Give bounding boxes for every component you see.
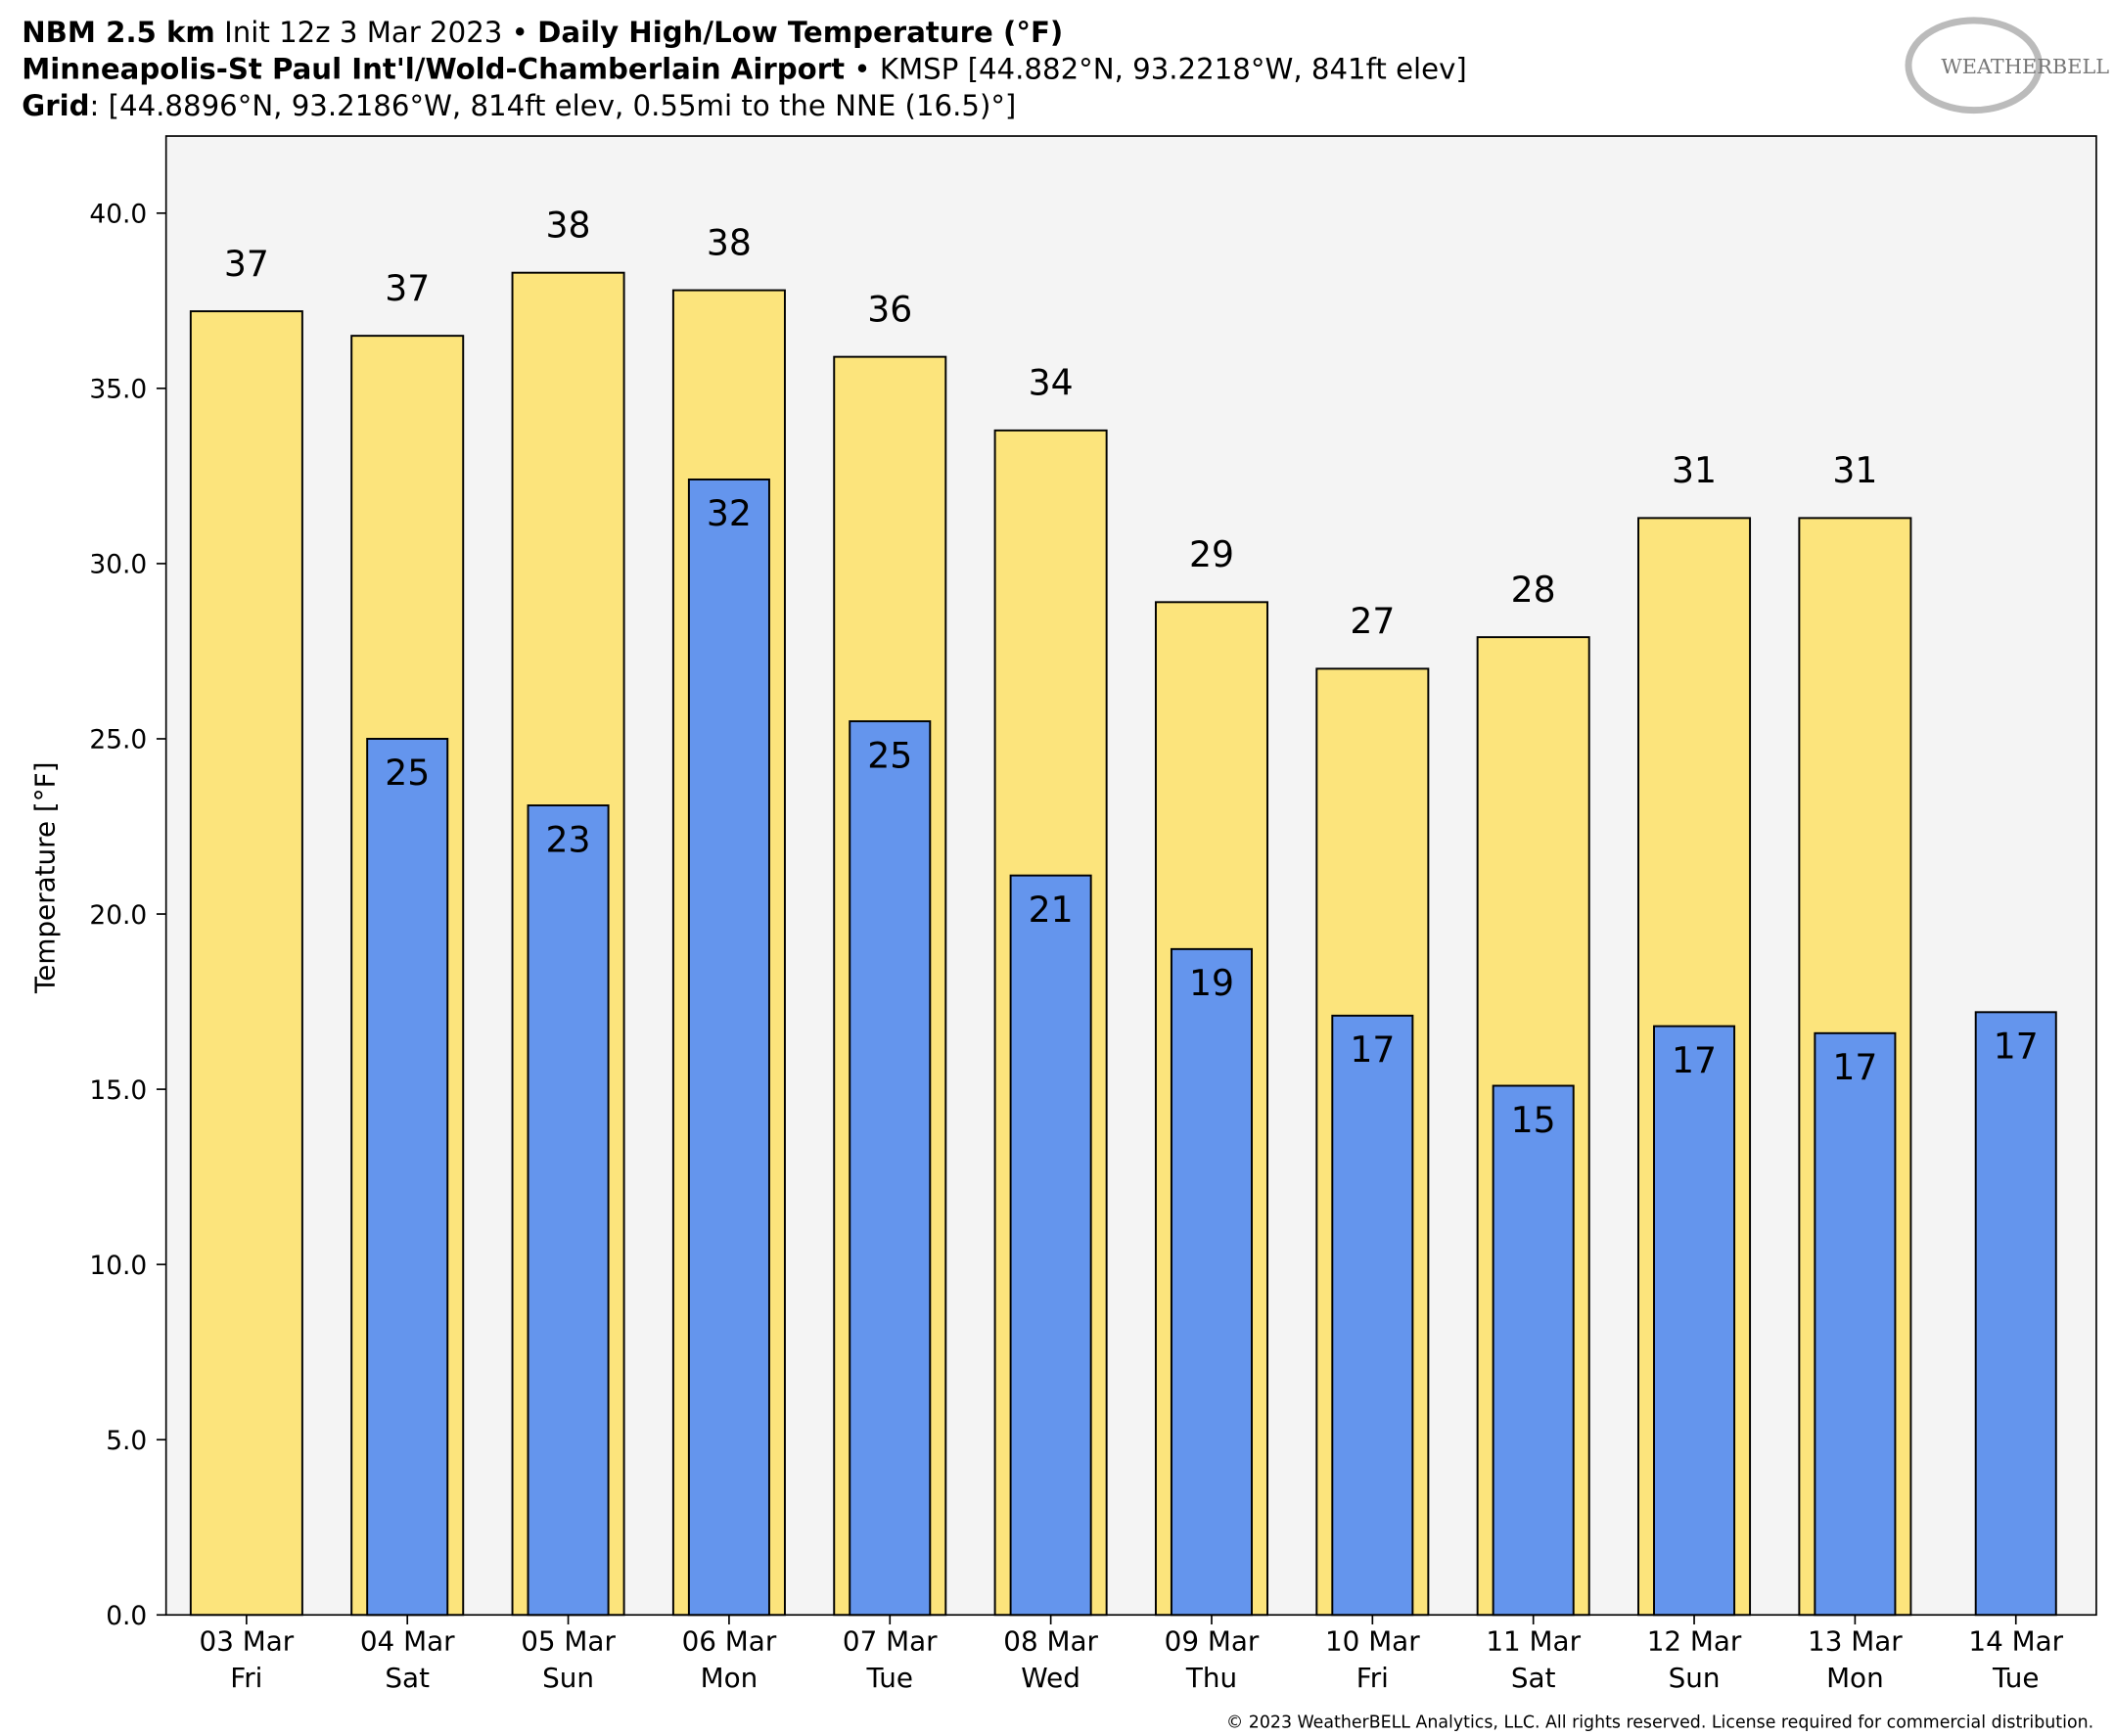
x-tick-weekday: Sun [542,1662,594,1694]
bar [1170,947,1253,1617]
y-tick-label: 0.0 [106,1601,147,1631]
x-tick-label: 14 Mar [1968,1624,2063,1657]
copyright: © 2023 WeatherBELL Analytics, LLC. All r… [1226,1713,2093,1733]
grid-key: Grid [22,89,89,122]
value-label: 37 [224,243,269,285]
station: Minneapolis-St Paul Int'l/Wold-Chamberla… [22,53,845,86]
x-tick-weekday: Sun [1669,1662,1721,1694]
grid-info: Grid: [44.8896°N, 93.2186°W, 814ft elev,… [22,89,1016,122]
y-tick-label: 20.0 [89,900,147,931]
plot-area [164,135,2097,1617]
bar [1814,1031,1897,1617]
x-tick-weekday: Tue [1992,1662,2039,1694]
x-tick-weekday: Mon [701,1662,758,1694]
x-tick-label: 03 Mar [200,1624,295,1657]
y-tick-label: 30.0 [89,550,147,580]
value-label: 37 [385,267,430,309]
value-label: 19 [1189,962,1234,1004]
value-label: 25 [867,734,912,776]
bar [527,804,610,1617]
x-tick-label: 11 Mar [1486,1624,1581,1657]
station-info: • KMSP [44.882°N, 93.2218°W, 841ft elev] [853,53,1466,86]
value-label: 23 [546,818,591,860]
chart-title: NBM 2.5 km Init 12z 3 Mar 2023 • Daily H… [22,16,1063,49]
bar [189,310,303,1617]
value-label: 31 [1672,449,1717,491]
grid-detail: : [44.8896°N, 93.2186°W, 814ft elev, 0.5… [90,89,1017,122]
model: NBM 2.5 km [22,16,215,49]
value-label: 38 [546,205,591,247]
x-tick-weekday: Tue [866,1662,913,1694]
value-label: 36 [867,288,912,330]
y-tick-label: 15.0 [89,1075,147,1106]
x-tick-weekday: Thu [1185,1662,1237,1694]
x-tick-weekday: Wed [1021,1662,1080,1694]
y-tick-label: 40.0 [89,200,147,230]
y-tick-label: 10.0 [89,1251,147,1281]
x-tick-label: 05 Mar [521,1624,616,1657]
value-label: 17 [1994,1026,2039,1068]
value-label: 27 [1350,600,1395,642]
x-tick-weekday: Sat [385,1662,430,1694]
x-tick-label: 10 Mar [1325,1624,1420,1657]
value-label: 31 [1832,449,1877,491]
x-tick-weekday: Fri [230,1662,262,1694]
product: Daily High/Low Temperature (°F) [537,16,1063,49]
bar [1009,874,1092,1617]
value-label: 15 [1511,1099,1556,1141]
x-tick-label: 13 Mar [1808,1624,1903,1657]
x-tick-weekday: Fri [1356,1662,1389,1694]
x-tick-label: 08 Mar [1003,1624,1098,1657]
y-tick-label: 25.0 [89,725,147,755]
x-tick-label: 09 Mar [1165,1624,1260,1657]
x-tick-weekday: Sat [1511,1662,1556,1694]
value-label: 21 [1029,889,1074,931]
x-tick-label: 06 Mar [682,1624,777,1657]
value-label: 17 [1350,1028,1395,1071]
logo-swirl [1905,17,2043,114]
value-label: 34 [1029,362,1074,404]
y-tick-label: 5.0 [106,1426,147,1456]
bar [687,479,770,1617]
x-tick-label: 07 Mar [843,1624,938,1657]
y-axis-label: Temperature [°F] [29,762,62,994]
x-tick-label: 04 Mar [360,1624,455,1657]
value-label: 25 [385,752,430,794]
bar [1331,1014,1414,1617]
bar [1492,1084,1575,1617]
x-tick-weekday: Mon [1826,1662,1884,1694]
bar [849,720,932,1617]
value-label: 28 [1511,569,1556,611]
value-label: 29 [1189,533,1234,575]
init: Init 12z 3 Mar 2023 • [224,16,528,49]
y-tick-label: 35.0 [89,375,147,405]
x-tick-label: 12 Mar [1647,1624,1742,1657]
value-label: 17 [1832,1046,1877,1088]
chart-subtitle: Minneapolis-St Paul Int'l/Wold-Chamberla… [22,53,1467,86]
value-label: 32 [707,492,752,534]
value-label: 17 [1672,1039,1717,1081]
bar [1974,1011,2057,1617]
value-label: 38 [707,221,752,263]
bar [1653,1025,1736,1617]
bar [366,738,449,1617]
logo: WEATHERBELL [1941,55,2109,78]
